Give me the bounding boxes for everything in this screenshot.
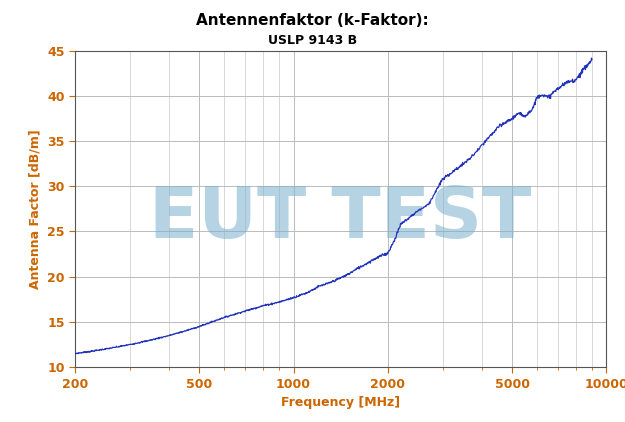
- Text: EUT TEST: EUT TEST: [149, 184, 532, 253]
- Y-axis label: Antenna Factor [dB/m]: Antenna Factor [dB/m]: [29, 129, 41, 289]
- Text: USLP 9143 B: USLP 9143 B: [268, 34, 357, 47]
- X-axis label: Frequency [MHz]: Frequency [MHz]: [281, 396, 400, 409]
- Text: Antennenfaktor (k-Faktor):: Antennenfaktor (k-Faktor):: [196, 13, 429, 28]
